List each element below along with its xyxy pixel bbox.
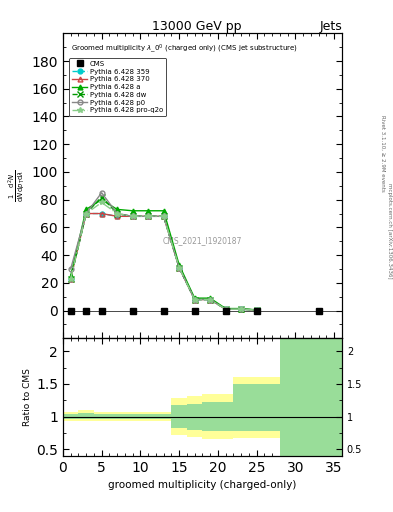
Text: Rivet 3.1.10, ≥ 2.9M events: Rivet 3.1.10, ≥ 2.9M events: [381, 115, 386, 192]
X-axis label: groomed multiplicity (charged-only): groomed multiplicity (charged-only): [108, 480, 297, 490]
Y-axis label: $\frac{1}{\mathrm{d}N}\frac{\mathrm{d}^2N}{\mathrm{d}p_\mathrm{T}\mathrm{d}\lamb: $\frac{1}{\mathrm{d}N}\frac{\mathrm{d}^2…: [7, 169, 28, 202]
Text: CMS_2021_I1920187: CMS_2021_I1920187: [163, 236, 242, 245]
Legend: CMS, Pythia 6.428 359, Pythia 6.428 370, Pythia 6.428 a, Pythia 6.428 dw, Pythia: CMS, Pythia 6.428 359, Pythia 6.428 370,…: [69, 58, 166, 116]
Text: Groomed multiplicity $\lambda\_0^0$ (charged only) (CMS jet substructure): Groomed multiplicity $\lambda\_0^0$ (cha…: [71, 42, 298, 55]
Text: Jets: Jets: [319, 20, 342, 33]
Y-axis label: Ratio to CMS: Ratio to CMS: [23, 368, 32, 426]
Text: mcplots.cern.ch [arXiv:1306.3436]: mcplots.cern.ch [arXiv:1306.3436]: [387, 183, 391, 278]
Text: 13000 GeV pp: 13000 GeV pp: [152, 20, 241, 33]
